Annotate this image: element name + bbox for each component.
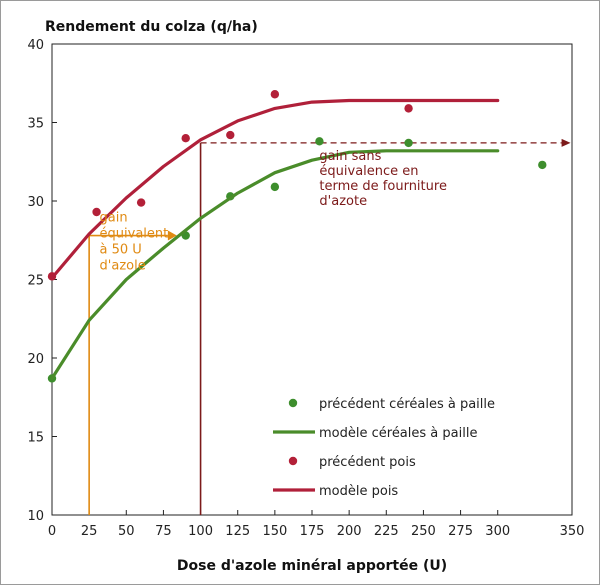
y-tick-label: 25: [27, 274, 44, 289]
plot-area-border: [51, 43, 573, 516]
axes: 0 25 50 75 100 125 150 175 200 225 250 275 300 350 10 1…: [27, 38, 584, 539]
legend: précédent céréales à paille modèle céréal…: [273, 397, 495, 499]
series-layer: [47, 90, 547, 383]
gain-equivalent-arrowhead: [167, 230, 177, 241]
annotation-line: d'azole: [100, 258, 146, 273]
data-point: [270, 182, 280, 192]
data-point: [404, 104, 413, 113]
x-tick-label: 50: [118, 524, 135, 539]
annotation-line: équivalence en: [319, 164, 418, 179]
gain-sans-equivalence-arrowhead: [561, 138, 571, 147]
y-tick-label: 40: [27, 38, 44, 53]
reference-lines: [88, 138, 571, 515]
x-tick-label: 100: [188, 524, 213, 539]
legend-label: précédent pois: [319, 455, 416, 470]
y-tick-label: 35: [27, 117, 44, 132]
y-tick-label: 30: [27, 195, 44, 210]
x-tick-label: 25: [81, 524, 98, 539]
x-tick-label: 250: [411, 524, 436, 539]
data-point: [315, 137, 324, 146]
y-axis-label: Rendement du colza (q/ha): [45, 19, 258, 35]
data-point: [404, 138, 413, 148]
annotation-line: gain: [100, 210, 128, 225]
legend-label: modèle céréales à paille: [319, 426, 477, 441]
y-tick-label: 10: [27, 509, 44, 524]
x-tick-label: 75: [155, 524, 172, 539]
data-point: [136, 198, 146, 207]
x-tick-label: 175: [300, 524, 325, 539]
x-tick-label: 125: [225, 524, 250, 539]
x-tick-label: 275: [448, 524, 473, 539]
series-line: [50, 149, 500, 380]
annotation-line: équivalent: [100, 226, 169, 241]
annotation-line: gain sans: [319, 149, 381, 164]
legend-label: modèle pois: [319, 484, 398, 499]
data-point: [270, 90, 280, 99]
legend-point-swatch: [288, 398, 298, 408]
x-tick-label: 0: [48, 524, 56, 539]
x-axis-label: Dose d'azole minéral apportée (U): [177, 558, 447, 574]
legend-label: précédent céréales à paille: [319, 397, 495, 412]
series-line: [50, 98, 500, 280]
annotation-line: terme de fourniture: [319, 179, 447, 194]
data-point: [538, 160, 547, 170]
annotation-line: d'azote: [319, 194, 367, 209]
x-tick-label: 225: [374, 524, 399, 539]
annotation-line: à 50 U: [100, 242, 142, 257]
data-point: [181, 134, 190, 143]
x-tick-label: 350: [560, 524, 585, 539]
y-tick-label: 20: [27, 352, 44, 367]
data-point: [92, 207, 101, 217]
data-point: [226, 130, 235, 140]
y-tick-label: 15: [27, 431, 44, 446]
legend-point-swatch: [288, 456, 298, 466]
annotation-gain-sans-equivalence: gain sans équivalence en terme de fournitu…: [319, 149, 447, 209]
x-tick-label: 200: [337, 524, 362, 539]
x-tick-label: 300: [485, 524, 510, 539]
x-tick-label: 150: [262, 524, 287, 539]
